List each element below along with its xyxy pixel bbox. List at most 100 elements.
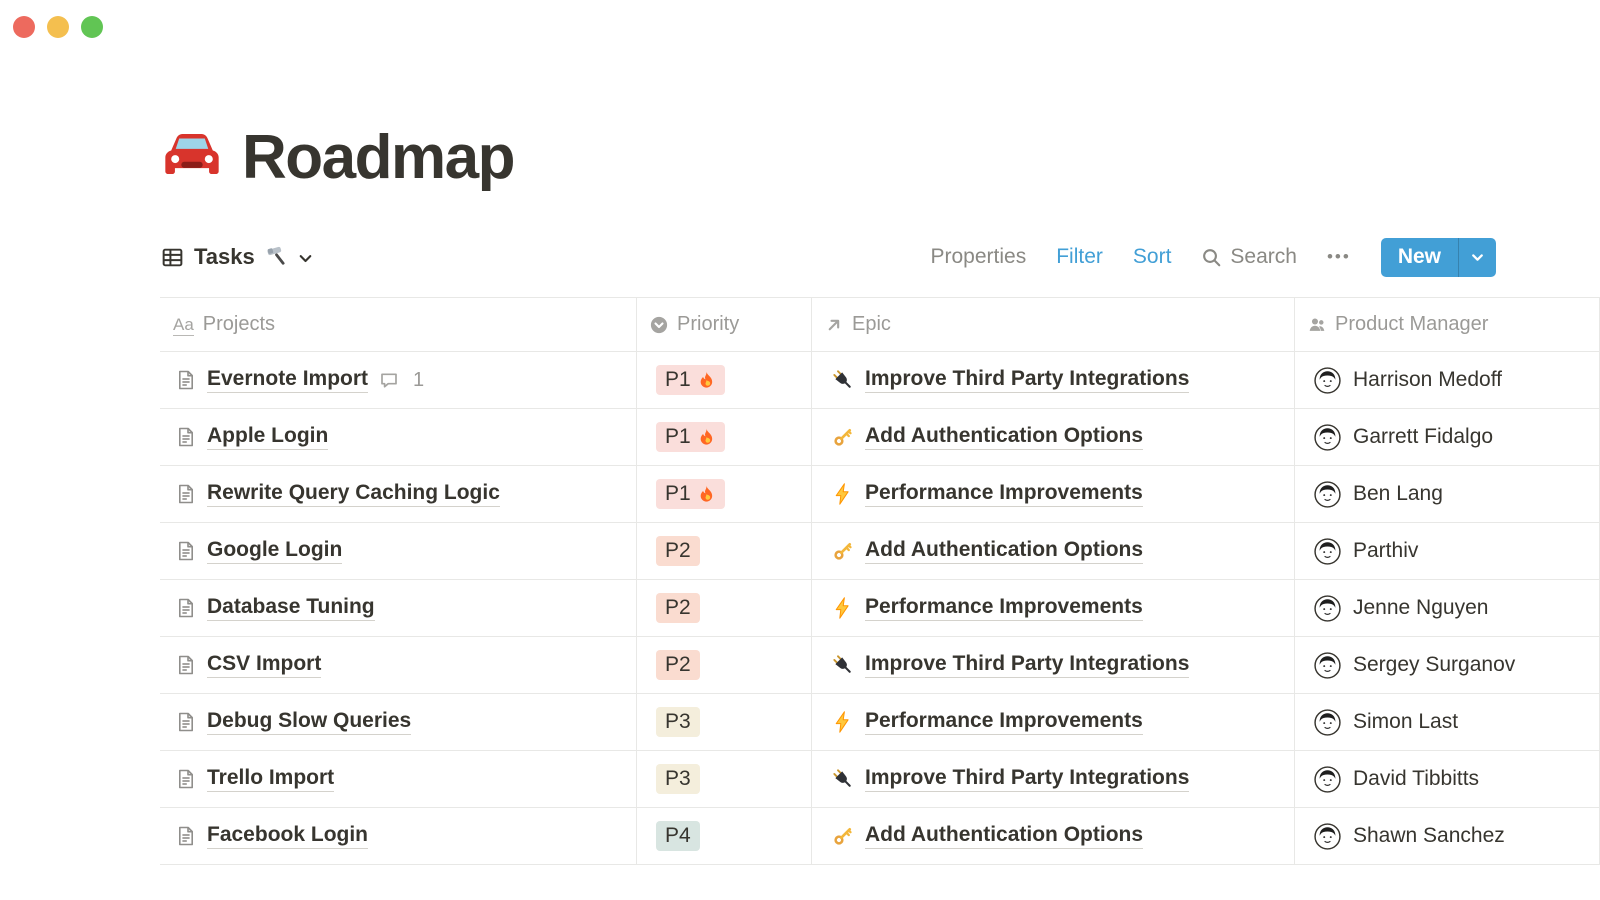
project-cell[interactable]: Trello Import bbox=[160, 751, 637, 807]
priority-cell[interactable]: P3 bbox=[637, 694, 812, 750]
epic-cell[interactable]: Add Authentication Options bbox=[812, 523, 1295, 579]
epic-cell[interactable]: Improve Third Party Integrations bbox=[812, 637, 1295, 693]
priority-label: P3 bbox=[665, 710, 691, 734]
pm-cell[interactable]: Simon Last bbox=[1295, 694, 1600, 750]
project-title-link[interactable]: CSV Import bbox=[207, 652, 322, 679]
project-cell[interactable]: Rewrite Query Caching Logic bbox=[160, 466, 637, 522]
close-window-button[interactable] bbox=[13, 16, 35, 38]
table-row: Facebook Login P4 Add Authentication Optio… bbox=[160, 808, 1600, 865]
project-cell[interactable]: CSV Import bbox=[160, 637, 637, 693]
table-body: Evernote Import 1 P1 Improve Third Party In… bbox=[160, 352, 1600, 865]
epic-cell[interactable]: Improve Third Party Integrations bbox=[812, 751, 1295, 807]
comment-count-value: 1 bbox=[413, 368, 425, 391]
table-row: Rewrite Query Caching Logic P1 Performance… bbox=[160, 466, 1600, 523]
priority-cell[interactable]: P1 bbox=[637, 466, 812, 522]
more-options-button[interactable]: ••• bbox=[1326, 247, 1351, 266]
new-dropdown-button[interactable] bbox=[1459, 238, 1496, 277]
priority-label: P1 bbox=[665, 425, 691, 449]
zoom-window-button[interactable] bbox=[81, 16, 103, 38]
filter-button[interactable]: Filter bbox=[1056, 245, 1103, 268]
project-cell[interactable]: Google Login bbox=[160, 523, 637, 579]
properties-button[interactable]: Properties bbox=[930, 245, 1027, 268]
priority-badge: P3 bbox=[656, 707, 700, 737]
project-title-link[interactable]: Debug Slow Queries bbox=[207, 709, 412, 736]
pm-cell[interactable]: Parthiv bbox=[1295, 523, 1600, 579]
new-button[interactable]: New bbox=[1397, 245, 1441, 268]
page-title: Roadmap bbox=[242, 123, 515, 192]
project-title-link[interactable]: Rewrite Query Caching Logic bbox=[207, 481, 500, 508]
epic-cell[interactable]: Add Authentication Options bbox=[812, 808, 1295, 864]
epic-cell[interactable]: Improve Third Party Integrations bbox=[812, 352, 1295, 408]
epic-cell[interactable]: Performance Improvements bbox=[812, 580, 1295, 636]
project-title-link[interactable]: Evernote Import bbox=[207, 367, 369, 394]
pm-cell[interactable]: Harrison Medoff bbox=[1295, 352, 1600, 408]
view-switcher-tasks[interactable]: Tasks bbox=[160, 244, 314, 270]
chevron-down-icon bbox=[1470, 250, 1485, 265]
priority-cell[interactable]: P4 bbox=[637, 808, 812, 864]
car-icon bbox=[160, 126, 224, 190]
project-cell[interactable]: Debug Slow Queries bbox=[160, 694, 637, 750]
project-cell[interactable]: Evernote Import 1 bbox=[160, 352, 637, 408]
epic-title-link[interactable]: Performance Improvements bbox=[865, 481, 1143, 508]
project-title-link[interactable]: Apple Login bbox=[207, 424, 329, 451]
priority-badge: P4 bbox=[656, 821, 700, 851]
epic-title-link[interactable]: Add Authentication Options bbox=[865, 823, 1144, 850]
search-button[interactable]: Search bbox=[1201, 245, 1297, 269]
project-cell[interactable]: Facebook Login bbox=[160, 808, 637, 864]
pm-cell[interactable]: Shawn Sanchez bbox=[1295, 808, 1600, 864]
column-header-priority[interactable]: Priority bbox=[637, 298, 812, 351]
epic-title-link[interactable]: Add Authentication Options bbox=[865, 538, 1144, 565]
pm-name: David Tibbitts bbox=[1353, 767, 1480, 790]
project-cell[interactable]: Apple Login bbox=[160, 409, 637, 465]
pm-cell[interactable]: Ben Lang bbox=[1295, 466, 1600, 522]
epic-title-link[interactable]: Improve Third Party Integrations bbox=[865, 652, 1190, 679]
table-header-row: Aa Projects Priority Epic Product Manage… bbox=[160, 297, 1600, 352]
column-header-projects[interactable]: Aa Projects bbox=[160, 298, 637, 351]
table-row: Database Tuning P2 Performance Improvement… bbox=[160, 580, 1600, 637]
tasks-table: Aa Projects Priority Epic Product Manage… bbox=[160, 297, 1600, 865]
epic-cell[interactable]: Add Authentication Options bbox=[812, 409, 1295, 465]
comment-count[interactable]: 1 bbox=[379, 369, 424, 392]
priority-cell[interactable]: P1 bbox=[637, 409, 812, 465]
table-row: Evernote Import 1 P1 Improve Third Party In… bbox=[160, 352, 1600, 409]
epic-title-link[interactable]: Improve Third Party Integrations bbox=[865, 367, 1190, 394]
column-header-epic[interactable]: Epic bbox=[812, 298, 1295, 351]
pm-name: Parthiv bbox=[1353, 539, 1419, 562]
epic-title-link[interactable]: Improve Third Party Integrations bbox=[865, 766, 1190, 793]
project-title-link[interactable]: Google Login bbox=[207, 538, 343, 565]
epic-title-link[interactable]: Performance Improvements bbox=[865, 709, 1143, 736]
avatar bbox=[1314, 423, 1341, 451]
lightning-icon bbox=[831, 482, 855, 506]
sort-button[interactable]: Sort bbox=[1132, 245, 1172, 268]
priority-cell[interactable]: P2 bbox=[637, 523, 812, 579]
pm-cell[interactable]: Jenne Nguyen bbox=[1295, 580, 1600, 636]
page-icon bbox=[174, 710, 198, 734]
page-icon bbox=[174, 425, 198, 449]
priority-cell[interactable]: P3 bbox=[637, 751, 812, 807]
priority-cell[interactable]: P1 bbox=[637, 352, 812, 408]
avatar bbox=[1314, 480, 1341, 508]
epic-title-link[interactable]: Performance Improvements bbox=[865, 595, 1143, 622]
project-cell[interactable]: Database Tuning bbox=[160, 580, 637, 636]
column-header-product-manager[interactable]: Product Manager bbox=[1295, 298, 1600, 351]
search-label: Search bbox=[1230, 245, 1297, 268]
table-row: Debug Slow Queries P3 Performance Improvem… bbox=[160, 694, 1600, 751]
plug-icon bbox=[831, 368, 855, 392]
epic-title-link[interactable]: Add Authentication Options bbox=[865, 424, 1144, 451]
pm-name: Jenne Nguyen bbox=[1353, 596, 1489, 619]
priority-cell[interactable]: P2 bbox=[637, 637, 812, 693]
priority-badge: P1 bbox=[656, 365, 725, 395]
project-title-link[interactable]: Database Tuning bbox=[207, 595, 375, 622]
pm-cell[interactable]: Sergey Surganov bbox=[1295, 637, 1600, 693]
minimize-window-button[interactable] bbox=[47, 16, 69, 38]
avatar bbox=[1314, 822, 1341, 850]
pm-cell[interactable]: Garrett Fidalgo bbox=[1295, 409, 1600, 465]
epic-cell[interactable]: Performance Improvements bbox=[812, 466, 1295, 522]
fire-icon bbox=[696, 370, 716, 390]
plug-icon bbox=[831, 653, 855, 677]
pm-cell[interactable]: David Tibbitts bbox=[1295, 751, 1600, 807]
epic-cell[interactable]: Performance Improvements bbox=[812, 694, 1295, 750]
project-title-link[interactable]: Facebook Login bbox=[207, 823, 369, 850]
project-title-link[interactable]: Trello Import bbox=[207, 766, 335, 793]
priority-cell[interactable]: P2 bbox=[637, 580, 812, 636]
